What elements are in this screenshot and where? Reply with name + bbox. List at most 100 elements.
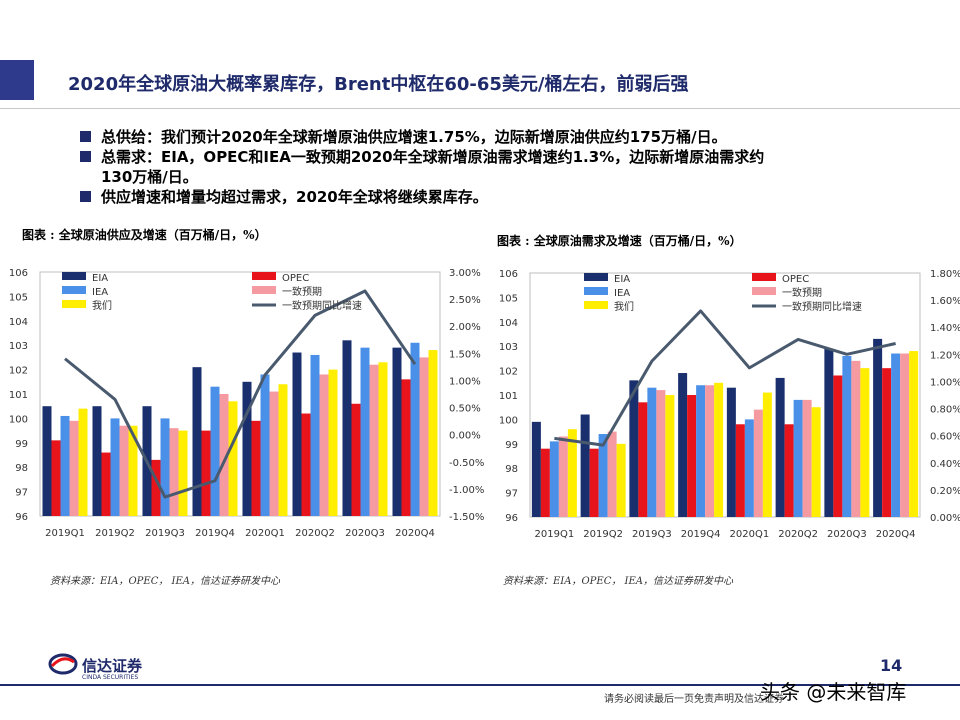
bar-IEA [310, 354, 320, 516]
bar-OPEC [638, 402, 648, 517]
bar-IEA [598, 434, 608, 517]
y2-tick-label: 0.50% [449, 404, 481, 415]
bar-OPEC [589, 448, 599, 517]
x-tick-label: 2019Q4 [681, 529, 721, 540]
bar-EIA [342, 340, 352, 516]
bar-IEA [744, 419, 754, 517]
bar-ours [228, 401, 238, 516]
y2-tick-label: 1.80% [930, 269, 960, 280]
legend-label: 一致预期 [282, 285, 322, 298]
bar-IEA [260, 374, 270, 516]
y2-tick-label: 0.40% [930, 459, 960, 470]
legend-label: OPEC [782, 274, 809, 285]
x-tick-label: 2020Q1 [730, 529, 770, 540]
x-tick-label: 2019Q2 [95, 528, 135, 539]
bullet-square-icon [80, 151, 91, 162]
bullet-text: 130万桶/日。 [101, 168, 198, 186]
legend-label: 我们 [92, 299, 112, 312]
legend-swatch-EIA [584, 273, 608, 281]
y2-tick-label: 3.00% [449, 268, 481, 279]
y2-tick-label: 2.50% [449, 295, 481, 306]
bar-OPEC [833, 375, 843, 517]
y-tick-label: 96 [15, 512, 28, 523]
y-tick-label: 105 [9, 292, 28, 303]
bar-EIA [873, 338, 883, 517]
y2-tick-label: -0.50% [449, 458, 484, 469]
bar-IEA [360, 347, 370, 516]
legend-swatch-IEA [584, 287, 608, 295]
bar-ours [860, 368, 870, 517]
x-tick-label: 2019Q3 [632, 529, 672, 540]
x-tick-label: 2020Q2 [295, 528, 335, 539]
bar-ours [328, 369, 338, 516]
bar-ours [714, 382, 724, 517]
legend-swatch-ours [584, 301, 608, 309]
growth-line [554, 309, 896, 447]
page-number: 14 [880, 656, 903, 675]
legend-swatch-OPEC [252, 272, 276, 280]
bullet-text: 总需求：EIA，OPEC和IEA一致预期2020年全球新增原油需求增速约1.3%… [101, 148, 765, 166]
legend-label: 一致预期 [782, 286, 822, 299]
bar-IEA [160, 418, 170, 516]
bar-ours [762, 392, 772, 517]
chart-caption-demand: 图表 : 全球原油需求及增速（百万桶/日，%） [497, 234, 742, 248]
bar-OPEC [540, 448, 550, 517]
bar-consensus [802, 399, 812, 517]
bar-consensus [419, 357, 429, 516]
y2-tick-label: -1.50% [449, 512, 484, 523]
legend-label: OPEC [282, 273, 309, 284]
bar-EIA [580, 414, 590, 517]
bar-consensus [169, 428, 179, 516]
y2-tick-label: -1.00% [449, 485, 484, 496]
legend-swatch-consensus [752, 287, 776, 295]
bar-IEA [210, 386, 220, 516]
y-tick-label: 96 [505, 513, 518, 524]
bar-EIA [531, 421, 541, 517]
bar-EIA [42, 406, 52, 516]
y-tick-label: 106 [499, 269, 518, 280]
bar-ours [909, 351, 919, 517]
bullet-text: 供应增速和增量均超过需求，2020年全球将继续累库存。 [101, 188, 488, 206]
y2-tick-label: 1.00% [449, 376, 481, 387]
bar-consensus [369, 364, 379, 516]
bar-OPEC [251, 420, 261, 516]
growth-line [64, 289, 417, 499]
y-tick-label: 103 [9, 341, 28, 352]
bullet-square-icon [80, 131, 91, 142]
page-title: 2020年全球原油大概率累库存，Brent中枢在60-65美元/桶左右，前弱后强 [68, 74, 689, 95]
bar-consensus [656, 390, 666, 517]
y-tick-label: 104 [9, 317, 28, 328]
corner-accent-block [0, 60, 34, 100]
y-tick-label: 99 [505, 440, 518, 451]
x-tick-label: 2020Q4 [395, 528, 435, 539]
bar-OPEC [401, 379, 411, 516]
x-tick-label: 2019Q2 [583, 529, 623, 540]
bar-consensus [269, 391, 279, 516]
source-note-demand: 资料来源：EIA，OPEC， IEA，信达证券研发中心 [503, 576, 733, 587]
legend-swatch-consensus [252, 286, 276, 294]
legend-swatch-ours [62, 300, 86, 308]
y-tick-label: 100 [9, 414, 28, 425]
bar-ours [665, 395, 675, 517]
y2-tick-label: 0.20% [930, 486, 960, 497]
bar-EIA [192, 367, 202, 516]
bullet-demand: 总需求：EIA，OPEC和IEA一致预期2020年全球新增原油需求增速约1.3%… [80, 147, 910, 167]
bullet-inventory: 供应增速和增量均超过需求，2020年全球将继续累库存。 [80, 187, 910, 207]
disclaimer-text: 请务必阅读最后一页免责声明及信达证券 [604, 694, 784, 705]
bar-consensus [753, 409, 763, 517]
bar-consensus [900, 353, 910, 517]
bar-OPEC [101, 452, 111, 516]
bar-consensus [319, 374, 329, 516]
bullet-square-icon [80, 191, 91, 202]
y-tick-label: 100 [499, 415, 518, 426]
bar-ours [567, 429, 577, 517]
logo-name: 信达证券 [82, 657, 143, 675]
y2-tick-label: 1.50% [449, 349, 481, 360]
bar-consensus [558, 436, 568, 517]
y-tick-label: 103 [499, 342, 518, 353]
bar-OPEC [351, 403, 361, 516]
x-tick-label: 2019Q1 [535, 529, 575, 540]
legend-label: IEA [614, 288, 630, 299]
legend-label: EIA [614, 274, 630, 285]
bar-EIA [92, 406, 102, 516]
